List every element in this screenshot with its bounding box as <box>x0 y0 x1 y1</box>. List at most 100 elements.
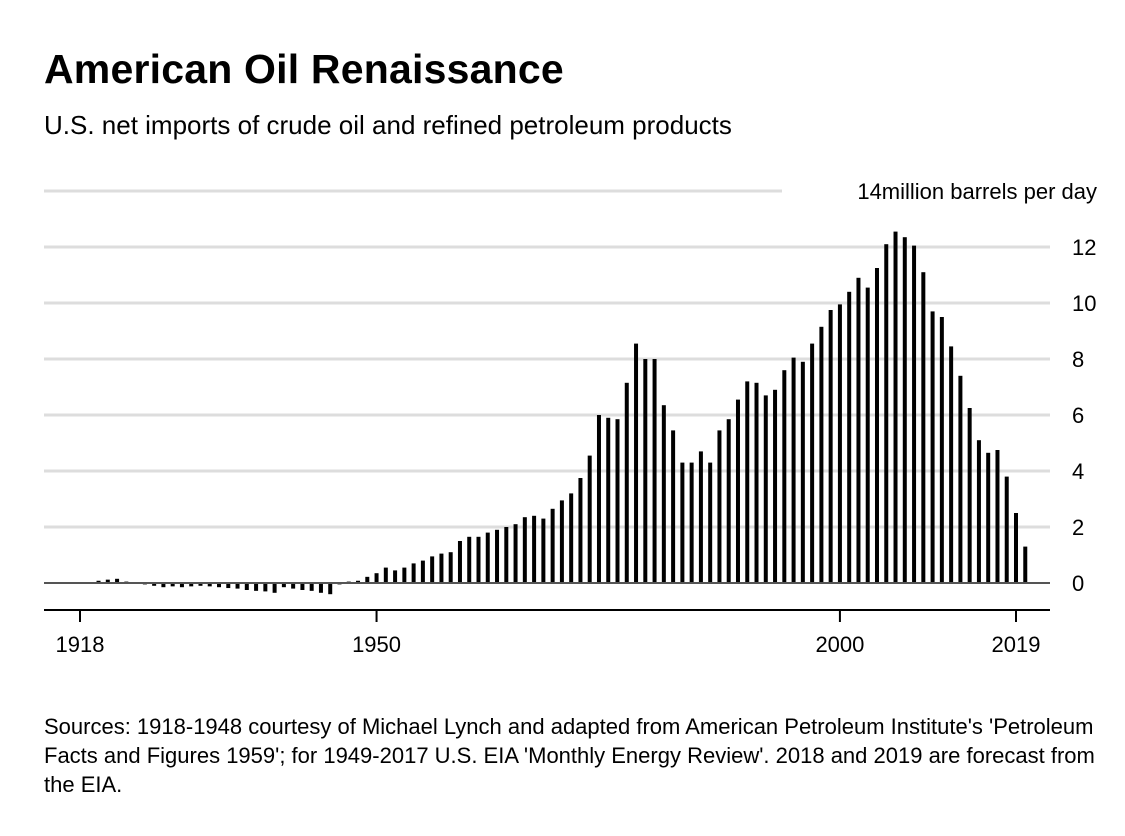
bar <box>689 462 694 583</box>
bar <box>374 573 379 583</box>
bar <box>1023 546 1028 583</box>
bar <box>281 583 286 588</box>
bar <box>976 440 981 583</box>
bar <box>847 291 852 583</box>
bar <box>634 343 639 583</box>
y-tick-label: 8 <box>1072 347 1084 372</box>
bar <box>152 583 157 586</box>
bar <box>652 359 657 583</box>
bar <box>569 493 574 583</box>
bar <box>874 268 879 583</box>
bar <box>763 395 768 583</box>
bar <box>356 580 361 583</box>
bar <box>735 399 740 583</box>
bar <box>411 563 416 583</box>
bar <box>272 583 277 593</box>
bar <box>810 343 815 583</box>
bar <box>596 415 601 583</box>
bar <box>754 382 759 583</box>
bar-chart: 0 2 4 6 8 10 12 14million barrels per day 1918 19… <box>44 179 1097 657</box>
chart-subtitle: U.S. net imports of crude oil and refine… <box>44 110 732 140</box>
bar <box>291 583 296 589</box>
bar <box>624 382 629 583</box>
bar <box>96 580 101 583</box>
bar <box>856 277 861 583</box>
bar <box>328 583 333 595</box>
bar <box>254 583 259 591</box>
bar <box>439 553 444 583</box>
bar <box>383 567 388 583</box>
bar <box>207 583 212 587</box>
bar <box>105 579 110 583</box>
bar <box>115 578 120 583</box>
bar <box>559 500 564 583</box>
bar <box>921 272 926 583</box>
bar <box>578 478 583 583</box>
bar <box>671 430 676 583</box>
bar <box>198 583 203 586</box>
y-tick-label: 6 <box>1072 403 1084 428</box>
bar <box>161 583 166 588</box>
bar <box>550 508 555 583</box>
bar <box>949 346 954 583</box>
bar <box>967 408 972 583</box>
bar <box>467 536 472 583</box>
bar <box>828 310 833 583</box>
bar <box>995 450 1000 583</box>
y-tick-label: 4 <box>1072 459 1084 484</box>
bar <box>300 583 305 590</box>
bar <box>318 583 323 593</box>
bar <box>393 570 398 583</box>
bar <box>244 583 249 590</box>
bar <box>587 455 592 583</box>
bar <box>309 583 314 591</box>
bar <box>680 462 685 583</box>
bar <box>189 583 194 587</box>
bar <box>170 583 175 587</box>
bar <box>745 381 750 583</box>
bar <box>643 359 648 583</box>
bar <box>430 556 435 583</box>
bar <box>893 231 898 583</box>
bar <box>986 452 991 583</box>
x-tick-label: 2000 <box>815 632 864 657</box>
y-tick-label: 2 <box>1072 515 1084 540</box>
bar <box>819 326 824 583</box>
bar <box>708 462 713 583</box>
y-tick-label: 10 <box>1072 291 1096 316</box>
bar <box>939 317 944 583</box>
bar <box>606 417 611 583</box>
bar <box>782 370 787 583</box>
bar <box>902 237 907 583</box>
x-tick-label: 1950 <box>352 632 401 657</box>
y-tick-label: 0 <box>1072 571 1084 596</box>
bar <box>532 515 537 583</box>
bar <box>513 524 518 583</box>
bar <box>726 419 731 583</box>
bar <box>448 552 453 583</box>
bar <box>773 389 778 583</box>
bar <box>865 287 870 583</box>
bar <box>958 375 963 583</box>
bar <box>226 583 231 589</box>
bar <box>457 541 462 583</box>
bar <box>541 518 546 583</box>
bar <box>217 583 222 588</box>
bar <box>522 517 527 583</box>
y-tick-label: 12 <box>1072 235 1096 260</box>
bar <box>837 304 842 583</box>
bar <box>235 583 240 589</box>
bar <box>698 451 703 583</box>
bar <box>495 529 500 583</box>
bar <box>615 419 620 583</box>
y-axis-unit-label: 14million barrels per day <box>857 179 1097 204</box>
bar <box>365 576 370 583</box>
chart-title: American Oil Renaissance <box>44 46 564 92</box>
bar <box>402 567 407 583</box>
bar <box>485 532 490 583</box>
bar <box>884 244 889 583</box>
bar <box>661 405 666 583</box>
bar <box>930 311 935 583</box>
bar <box>912 245 917 583</box>
bar <box>476 536 481 583</box>
